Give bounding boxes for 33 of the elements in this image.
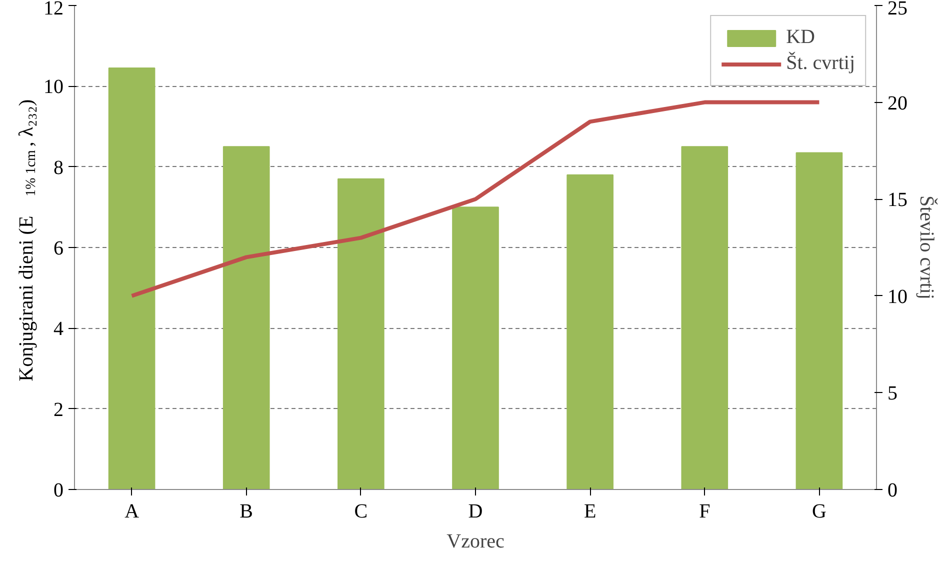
bar (681, 146, 728, 490)
bar (338, 178, 384, 490)
y2-tick-label: 15 (888, 189, 908, 212)
legend-label: KD (786, 26, 815, 49)
y-tick-label: 12 (44, 0, 64, 20)
bar (796, 152, 843, 490)
y2-tick-label: 0 (888, 480, 898, 502)
x-tick-label: B (240, 500, 254, 522)
y-tick-label: 4 (54, 318, 64, 340)
y2-tick-label: 10 (888, 286, 908, 308)
legend-label: Št. cvrtij (786, 52, 855, 75)
y2-tick-label: 5 (888, 382, 898, 405)
x-tick-label: E (584, 500, 596, 522)
bar (222, 146, 270, 490)
y-tick-label: 8 (54, 156, 64, 179)
y-tick-label: 6 (54, 238, 64, 260)
x-tick-label: C (354, 500, 368, 522)
x-tick-label: G (812, 500, 826, 522)
x-tick-label: D (468, 500, 483, 522)
y2-axis-title: Število cvrtij (916, 196, 938, 300)
x-tick-label: A (124, 500, 140, 522)
bar (108, 68, 156, 490)
y-tick-label: 10 (44, 76, 64, 98)
y2-tick-label: 20 (888, 92, 908, 114)
bar (452, 206, 499, 490)
y-axis-title: Konjugirani dieni (E1% 1cm, λ₂₃₂) (16, 99, 39, 382)
y-tick-label: 0 (54, 480, 64, 502)
y-tick-label: 2 (54, 398, 64, 421)
x-axis-title: Vzorec (446, 530, 504, 552)
x-tick-label: F (699, 500, 710, 522)
line-series (130, 100, 822, 298)
bar (566, 174, 614, 490)
y2-tick-label: 25 (888, 0, 908, 20)
